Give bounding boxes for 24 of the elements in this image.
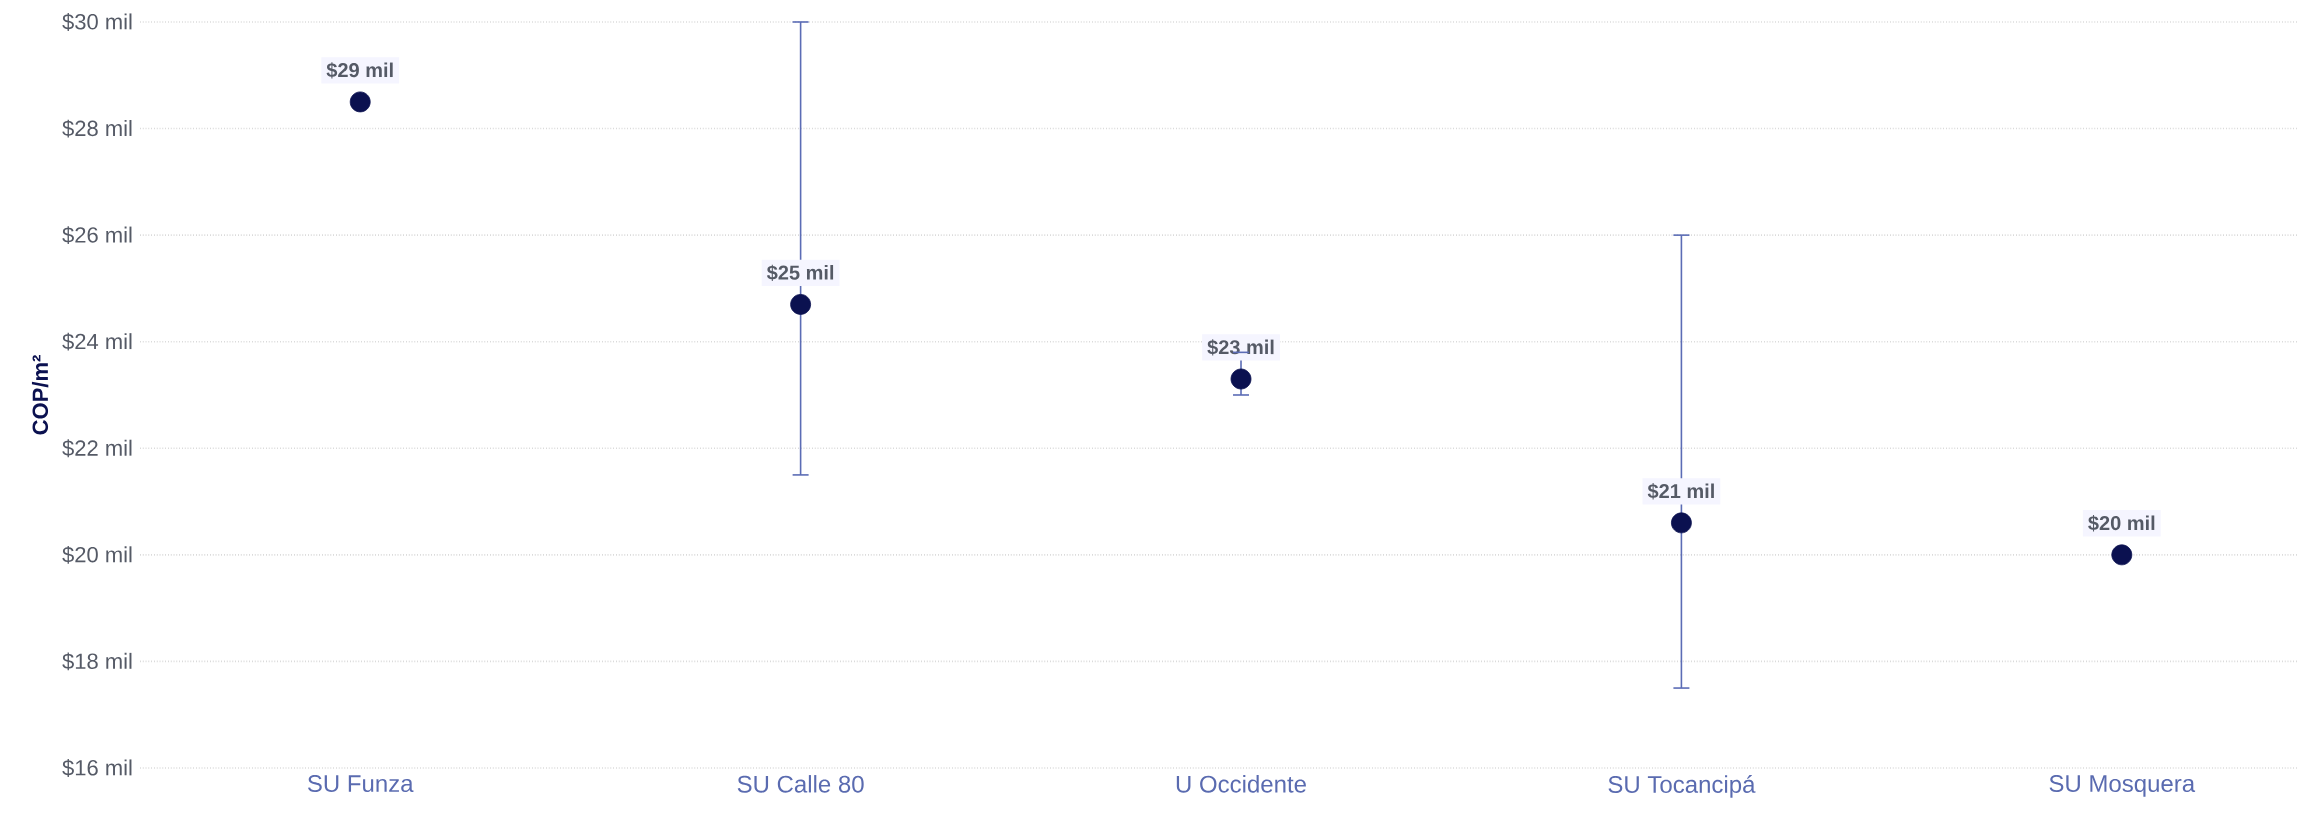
y-tick-label: $22 mil <box>62 439 132 458</box>
data-label: $20 mil <box>2088 515 2155 532</box>
x-tick-label: SU Funza <box>307 775 414 793</box>
data-label: $29 mil <box>326 62 393 79</box>
y-tick-label: $18 mil <box>62 652 132 671</box>
y-tick-label: $16 mil <box>62 759 132 777</box>
point <box>1671 512 1692 534</box>
y-tick-label: $20 mil <box>62 545 132 564</box>
x-tick-label: SU Mosquera <box>2049 775 2196 797</box>
point <box>790 294 812 315</box>
y-tick-label: $28 mil <box>62 119 132 138</box>
point <box>1230 368 1252 390</box>
x-tick-label: SU Tocancipá <box>1608 775 1756 798</box>
data-label: $23 mil <box>1207 339 1274 356</box>
y-tick-label: $24 mil <box>62 332 132 351</box>
point <box>2111 544 2133 566</box>
x-tick-label: U Occidente <box>1176 775 1306 793</box>
x-tick-label: SU Calle 80 <box>737 775 864 793</box>
data-label: $25 mil <box>766 264 834 281</box>
y-axis-title: COP/m² <box>31 355 49 435</box>
point <box>349 91 371 113</box>
y-tick-label: $26 mil <box>62 226 132 245</box>
data-label: $21 mil <box>1647 483 1714 500</box>
y-tick-label: $30 mil <box>62 13 132 31</box>
